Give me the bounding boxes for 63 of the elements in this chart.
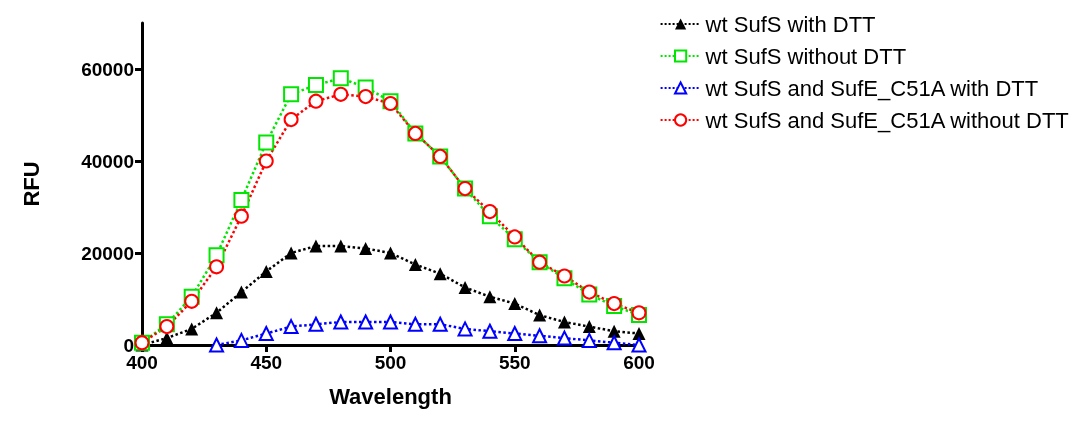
point [259, 264, 273, 278]
point [308, 316, 324, 332]
point [458, 281, 472, 294]
point [334, 239, 348, 253]
point [482, 323, 498, 339]
point [284, 246, 298, 260]
x-tick-label: 600 [623, 352, 655, 373]
y-tick-label: 40000 [81, 150, 134, 172]
point [234, 285, 248, 299]
point [582, 320, 596, 334]
point [210, 306, 224, 320]
point [258, 326, 274, 341]
point [233, 208, 249, 224]
point [333, 314, 349, 330]
point [283, 319, 299, 335]
point [408, 258, 422, 271]
point [358, 314, 374, 330]
point [606, 335, 622, 351]
point [432, 316, 448, 332]
point [532, 328, 548, 344]
point [359, 241, 373, 255]
point [332, 70, 349, 87]
point [507, 326, 523, 341]
point [384, 246, 397, 260]
point [533, 308, 547, 322]
point [556, 330, 572, 346]
point [508, 297, 522, 311]
point [209, 259, 225, 275]
point [258, 153, 274, 169]
point [209, 337, 225, 353]
point [233, 192, 250, 209]
point [407, 316, 423, 332]
point [607, 324, 621, 338]
point [581, 332, 597, 348]
point [483, 290, 497, 304]
y-tick-label: 20000 [81, 242, 134, 264]
point [185, 322, 199, 336]
point [433, 267, 447, 281]
legend-label: wt SufS and SufE_C51A without DTT [704, 107, 1069, 133]
x-axis-title: Wavelength [329, 383, 452, 409]
point [308, 93, 324, 109]
point [258, 134, 275, 151]
y-axis-title: RFU [18, 161, 44, 207]
point [557, 315, 571, 329]
point [309, 239, 323, 253]
y-tick-label: 60000 [81, 58, 134, 80]
point [333, 86, 349, 102]
point [233, 332, 249, 348]
point [307, 77, 324, 94]
legend-label: wt SufS without DTT [704, 43, 907, 69]
point [383, 314, 398, 330]
point [283, 86, 300, 103]
legend-label: wt SufS with DTT [704, 11, 876, 37]
x-tick-label: 550 [498, 352, 531, 373]
legend-label: wt SufS and SufE_C51A with DTT [704, 75, 1039, 101]
x-tick-label: 450 [250, 352, 283, 373]
point [631, 337, 647, 353]
x-tick-label: 500 [374, 352, 407, 373]
point [358, 89, 374, 105]
point [482, 204, 498, 220]
point [457, 321, 473, 337]
point [283, 112, 299, 128]
point [184, 293, 200, 309]
